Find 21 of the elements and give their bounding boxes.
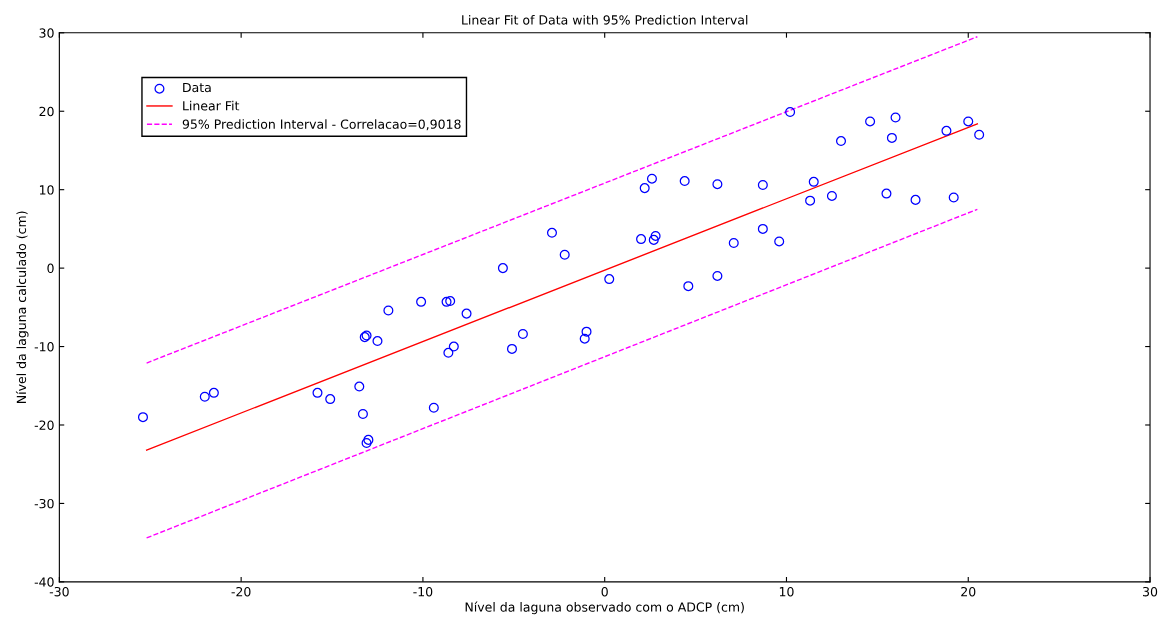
x-tick-label: 10 (779, 586, 794, 597)
y-tick-label: -20 (34, 420, 54, 430)
x-tick-label: 0 (601, 586, 608, 597)
chart-title: Linear Fit of Data with 95% Prediction Interval (462, 14, 748, 25)
y-axis-title: Nível da laguna calculado (cm) (15, 211, 29, 403)
x-tick-label: -30 (49, 586, 69, 597)
y-tick-label: 30 (39, 28, 54, 38)
y-tick-label: -40 (34, 577, 54, 587)
x-tick-label: -10 (413, 586, 433, 597)
y-tick-label: 0 (47, 263, 54, 274)
legend-label: Data (183, 82, 211, 93)
x-tick-label: -20 (231, 586, 251, 597)
y-tick-label: 10 (39, 185, 54, 195)
legend-label: 95% Prediction Interval - Correlacao=0,9018 (182, 119, 461, 131)
y-tick-label: -30 (34, 498, 54, 509)
legend-label: Linear Fit (183, 100, 240, 111)
x-tick-label: 20 (961, 586, 976, 597)
y-tick-label: 20 (39, 106, 54, 117)
x-tick-label: 30 (1143, 586, 1158, 597)
x-axis-title: Nível da laguna observado com o ADCP (cm) (465, 601, 744, 615)
y-tick-label: -10 (34, 342, 54, 352)
